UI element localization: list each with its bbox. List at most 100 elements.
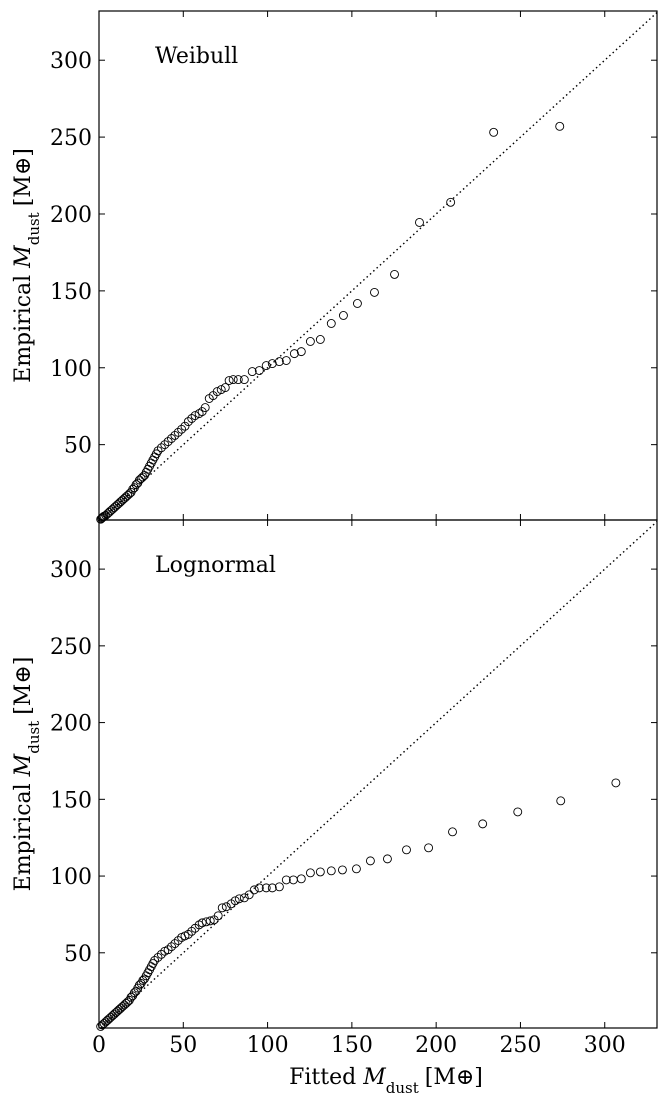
point (338, 311, 348, 320)
point (216, 385, 226, 395)
point (160, 440, 170, 450)
point (106, 1012, 116, 1022)
point (247, 367, 257, 377)
label-subscript: dust (386, 1079, 419, 1097)
point (116, 497, 126, 506)
point (448, 827, 457, 837)
label-subscript: dust (25, 212, 43, 245)
point (274, 357, 284, 367)
y-tick-label: 300 (50, 558, 92, 583)
point (153, 952, 163, 962)
plot-frame (98, 10, 658, 521)
label-symbol: M (362, 1065, 386, 1090)
point (288, 875, 298, 885)
point (99, 1018, 109, 1028)
point (187, 414, 197, 423)
point (148, 959, 158, 968)
y-tick-label: 300 (50, 49, 92, 74)
point (119, 494, 129, 503)
point (106, 506, 116, 516)
point (109, 1009, 119, 1019)
point (143, 968, 153, 978)
point (390, 269, 399, 279)
point (365, 856, 375, 866)
point (244, 890, 254, 900)
point (352, 299, 362, 308)
point (104, 1014, 114, 1024)
point (113, 1006, 122, 1016)
point (116, 1003, 126, 1013)
point (296, 347, 306, 357)
point (267, 359, 277, 369)
y-tick-label: 50 (64, 942, 92, 967)
point (97, 1020, 107, 1030)
point (180, 421, 190, 431)
point (415, 217, 424, 227)
point (148, 455, 158, 465)
label-prefix: Empirical (11, 776, 36, 891)
x-axis-label: Fitted Mdust [M⊕] (289, 1065, 483, 1097)
reference-line (100, 12, 658, 521)
x-tick-label: 300 (584, 1033, 626, 1058)
point (167, 434, 176, 443)
panel-title: Lognormal (155, 553, 276, 578)
point (123, 997, 133, 1007)
panel-title: Weibull (155, 44, 238, 69)
point (163, 437, 173, 447)
point (124, 995, 134, 1005)
point (305, 337, 315, 346)
point (121, 492, 131, 502)
point (156, 443, 166, 453)
point (315, 335, 325, 344)
point (108, 504, 117, 514)
point (160, 946, 170, 956)
label-unit: [M⊕] (425, 1065, 483, 1090)
label-unit: [M⊕] (11, 148, 36, 206)
point (170, 939, 180, 949)
reference-line (100, 521, 658, 1029)
point (150, 956, 160, 965)
point (121, 998, 131, 1008)
point (261, 883, 271, 893)
x-tick-label: 200 (415, 1033, 457, 1058)
plot-frame (98, 519, 658, 1029)
point (133, 478, 143, 488)
point (101, 1017, 111, 1027)
point (145, 461, 155, 471)
point (194, 409, 204, 419)
y-tick-label: 150 (50, 788, 92, 813)
point (131, 986, 141, 996)
point (197, 918, 207, 928)
point (114, 1005, 124, 1015)
point (140, 974, 149, 984)
x-tick-label: 50 (169, 1033, 197, 1058)
point (118, 1002, 128, 1011)
point (146, 962, 156, 972)
point (97, 513, 107, 523)
point (249, 885, 259, 895)
point (326, 866, 336, 876)
y-tick-label: 250 (50, 126, 92, 151)
point (128, 991, 138, 1001)
x-tick-label: 0 (92, 1033, 106, 1058)
point (173, 936, 183, 945)
point (351, 864, 361, 874)
point (513, 807, 523, 817)
point (102, 1015, 112, 1025)
point (424, 843, 434, 853)
point (136, 979, 146, 988)
point (228, 375, 238, 385)
y-tick-label: 100 (50, 865, 92, 890)
point (96, 1022, 106, 1031)
point (177, 424, 187, 434)
label-subscript: dust (25, 721, 43, 754)
point (489, 127, 499, 137)
point (296, 874, 306, 884)
point (281, 356, 291, 365)
point (143, 464, 153, 474)
y-tick-label: 200 (50, 712, 92, 737)
label-unit: [M⊕] (11, 657, 36, 715)
y-tick-label: 250 (50, 635, 92, 660)
point (108, 1011, 117, 1021)
